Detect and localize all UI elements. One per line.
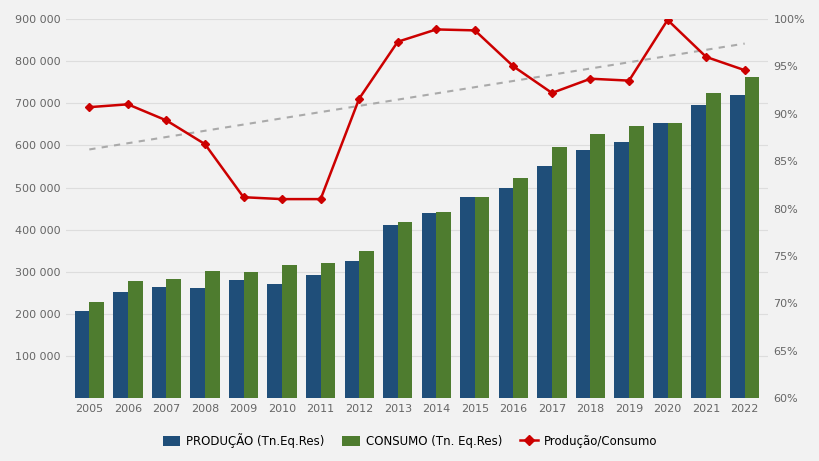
Bar — [498, 189, 513, 398]
Bar — [652, 123, 667, 398]
Bar — [166, 279, 181, 398]
Bar — [667, 124, 681, 398]
Bar — [705, 93, 720, 398]
Bar — [320, 262, 335, 398]
Bar — [436, 212, 450, 398]
Bar — [152, 287, 166, 398]
Bar — [229, 280, 243, 398]
Bar — [628, 126, 643, 398]
Bar — [75, 311, 89, 398]
Bar — [359, 251, 373, 398]
Bar — [536, 166, 551, 398]
Bar — [382, 225, 397, 398]
Bar — [690, 106, 705, 398]
Bar — [267, 284, 282, 398]
Bar — [575, 150, 590, 398]
Bar — [744, 77, 758, 398]
Legend: PRODUÇÃO (Tn.Eq.Res), CONSUMO (Tn. Eq.Res), Produção/Consumo: PRODUÇÃO (Tn.Eq.Res), CONSUMO (Tn. Eq.Re… — [158, 428, 661, 453]
Bar — [729, 95, 744, 398]
Bar — [613, 142, 628, 398]
Bar — [243, 272, 258, 398]
Bar — [513, 178, 527, 398]
Bar — [113, 292, 128, 398]
Bar — [397, 222, 412, 398]
Bar — [551, 147, 566, 398]
Bar — [89, 302, 104, 398]
Bar — [128, 281, 143, 398]
Bar — [590, 134, 604, 398]
Bar — [305, 275, 320, 398]
Bar — [421, 213, 436, 398]
Bar — [344, 261, 359, 398]
Bar — [190, 288, 205, 398]
Bar — [474, 197, 489, 398]
Bar — [282, 265, 296, 398]
Bar — [459, 197, 474, 398]
Bar — [205, 271, 219, 398]
